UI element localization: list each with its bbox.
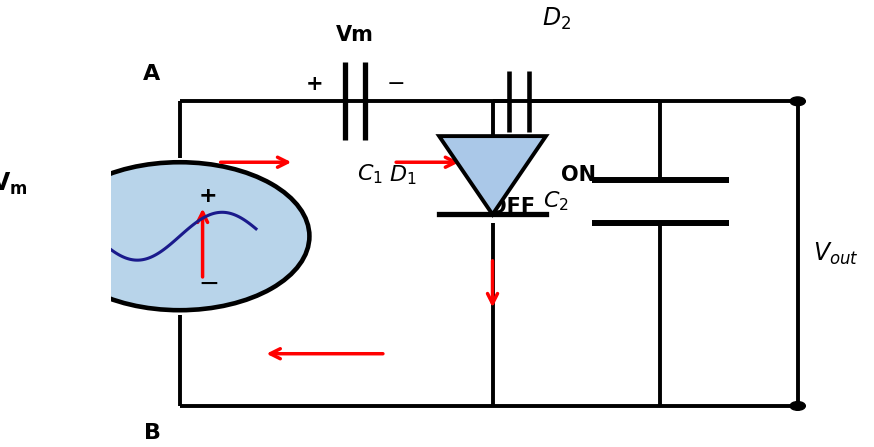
Text: ON: ON [561,165,596,186]
Text: −: − [386,74,405,94]
Text: −: − [198,272,219,296]
Text: $V_{out}$: $V_{out}$ [813,240,859,267]
Text: Vm: Vm [336,25,374,45]
Circle shape [50,162,309,310]
Text: $D_1$: $D_1$ [389,164,416,187]
Text: B: B [143,423,161,443]
Text: $C_1$: $C_1$ [357,162,384,186]
Text: A: A [143,64,161,84]
Circle shape [790,401,805,410]
Polygon shape [439,136,546,215]
Text: +: + [198,186,218,206]
Text: $C_2$: $C_2$ [543,190,569,213]
Text: $D_2$: $D_2$ [542,5,572,32]
Text: OFF: OFF [489,197,535,217]
Text: +: + [306,74,323,94]
Circle shape [790,97,805,105]
Text: $\mathbf{V_m}$: $\mathbf{V_m}$ [0,171,27,197]
